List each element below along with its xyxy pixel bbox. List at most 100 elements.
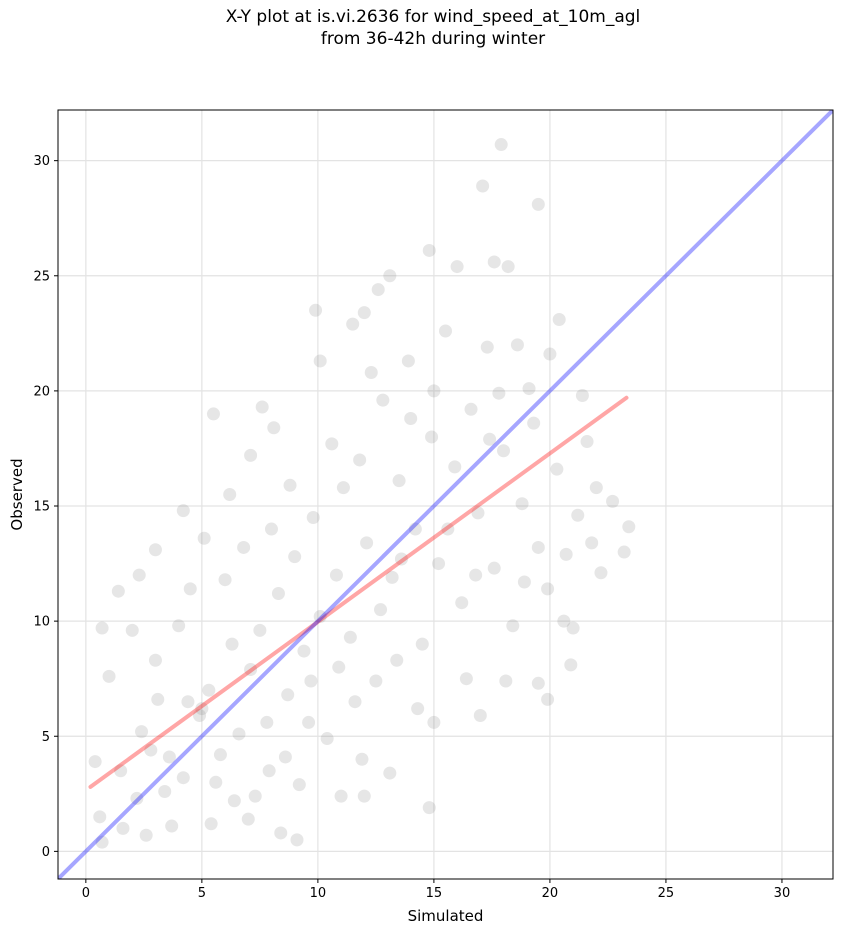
scatter-point: [390, 653, 404, 667]
scatter-point: [394, 552, 408, 566]
scatter-point: [580, 435, 594, 449]
scatter-points: [88, 138, 636, 849]
scatter-point: [464, 402, 478, 416]
scatter-point: [283, 478, 297, 492]
scatter-point: [541, 692, 555, 706]
scatter-point: [531, 540, 545, 554]
scatter-point: [332, 660, 346, 674]
scatter-point: [292, 778, 306, 792]
scatter-point: [255, 400, 269, 414]
scatter-point: [253, 623, 267, 637]
x-tick-label: 10: [310, 886, 327, 901]
scatter-point: [471, 506, 485, 520]
scatter-point: [244, 448, 258, 462]
scatter-point: [411, 702, 425, 716]
scatter-point: [510, 338, 524, 352]
scatter-point: [483, 432, 497, 446]
scatter-point: [202, 683, 216, 697]
scatter-point: [95, 621, 109, 635]
scatter-point: [278, 750, 292, 764]
scatter-point: [531, 676, 545, 690]
series-lines: [58, 110, 833, 879]
scatter-point: [369, 674, 383, 688]
scatter-point: [320, 732, 334, 746]
scatter-point: [494, 138, 508, 152]
scatter-point: [181, 695, 195, 709]
scatter-point: [346, 317, 360, 331]
scatter-point: [218, 573, 232, 587]
scatter-point: [271, 587, 285, 601]
scatter-point: [557, 614, 571, 628]
scatter-point: [571, 508, 585, 522]
x-tick-label: 15: [426, 886, 443, 901]
scatter-point: [135, 725, 149, 739]
y-tick-label: 30: [33, 154, 50, 169]
scatter-point: [422, 243, 436, 257]
scatter-point: [274, 826, 288, 840]
x-tick-label: 30: [774, 886, 791, 901]
scatter-point: [248, 789, 262, 803]
scatter-point: [290, 833, 304, 847]
scatter-point: [204, 817, 218, 831]
scatter-point: [383, 766, 397, 780]
scatter-point: [162, 750, 176, 764]
scatter-point: [176, 504, 190, 518]
scatter-point: [364, 365, 378, 379]
scatter-point: [515, 497, 529, 511]
scatter-point: [264, 522, 278, 536]
scatter-point: [139, 828, 153, 842]
scatter-point: [313, 354, 327, 368]
scatter-point: [585, 536, 599, 550]
scatter-point: [125, 623, 139, 637]
grid-lines: [58, 110, 833, 879]
y-tick-label: 10: [33, 615, 50, 630]
scatter-point: [130, 791, 144, 805]
scatter-point: [527, 416, 541, 430]
x-tick-label: 20: [542, 886, 559, 901]
scatter-point: [102, 669, 116, 683]
scatter-point: [225, 637, 239, 651]
scatter-point: [450, 260, 464, 274]
scatter-point: [427, 384, 441, 398]
scatter-point: [476, 179, 490, 193]
chart-title: X-Y plot at is.vi.2636 for wind_speed_at…: [0, 6, 843, 50]
scatter-point: [487, 255, 501, 269]
scatter-point: [415, 637, 429, 651]
scatter-point: [575, 388, 589, 402]
scatter-point: [606, 494, 620, 508]
scatter-point: [422, 801, 436, 815]
scatter-point: [348, 695, 362, 709]
scatter-point: [425, 430, 439, 444]
plot-frame: [57, 109, 834, 880]
scatter-point: [541, 582, 555, 596]
scatter-point: [499, 674, 513, 688]
scatter-point: [459, 672, 473, 686]
scatter-point: [357, 789, 371, 803]
scatter-point: [262, 764, 276, 778]
scatter-point: [492, 386, 506, 400]
scatter-point: [404, 412, 418, 426]
scatter-point: [559, 547, 573, 561]
scatter-point: [487, 561, 501, 575]
scatter-point: [334, 789, 348, 803]
scatter-point: [244, 662, 258, 676]
scatter-point: [543, 347, 557, 361]
scatter-point: [469, 568, 483, 582]
axis-ticks: 0 5 10 15 20 25 30 0 5 10 15 20 25 30: [33, 154, 790, 901]
scatter-point: [448, 460, 462, 474]
scatter-point: [589, 481, 603, 495]
scatter-point: [176, 771, 190, 785]
scatter-point: [353, 453, 367, 467]
scatter-point: [501, 260, 515, 274]
blue-series-line: [58, 110, 833, 879]
scatter-point: [329, 568, 343, 582]
scatter-point: [480, 340, 494, 354]
scatter-point: [288, 550, 302, 564]
scatter-point: [355, 752, 369, 766]
scatter-point: [237, 540, 251, 554]
x-tick-label: 5: [198, 886, 206, 901]
scatter-point: [552, 313, 566, 327]
scatter-point: [114, 764, 128, 778]
scatter-point: [223, 488, 237, 501]
scatter-point: [88, 755, 102, 769]
